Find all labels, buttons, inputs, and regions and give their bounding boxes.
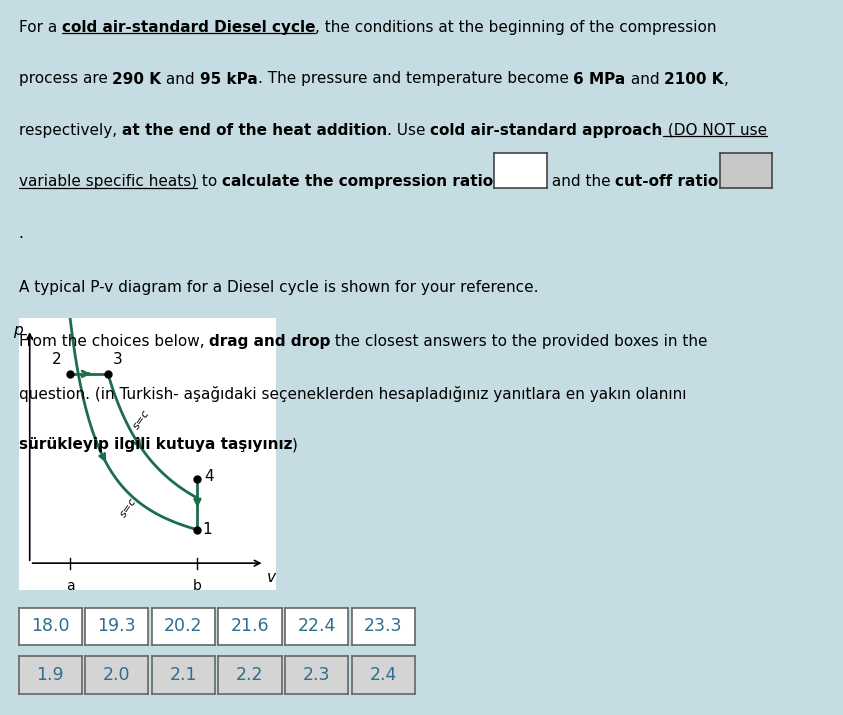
Text: 1.9: 1.9 — [36, 666, 64, 684]
Text: and: and — [161, 72, 200, 87]
Text: 20.2: 20.2 — [164, 617, 202, 636]
Text: calculate the compression ratio: calculate the compression ratio — [222, 174, 493, 189]
Text: 2.4: 2.4 — [369, 666, 397, 684]
Text: 2: 2 — [51, 352, 61, 368]
Text: 1: 1 — [201, 522, 212, 537]
Text: 22.4: 22.4 — [298, 617, 336, 636]
Text: variable specific heats): variable specific heats) — [19, 174, 196, 189]
Text: a: a — [66, 578, 74, 593]
Text: and the: and the — [546, 174, 615, 189]
Text: 23.3: 23.3 — [364, 617, 402, 636]
Text: the closest answers to the provided boxes in the: the closest answers to the provided boxe… — [330, 334, 708, 349]
Text: .: . — [19, 226, 24, 241]
Text: 3: 3 — [112, 352, 122, 368]
Text: respectively,: respectively, — [19, 123, 121, 138]
Text: process are: process are — [19, 72, 112, 87]
Text: ,: , — [723, 72, 728, 87]
Text: drag and drop: drag and drop — [209, 334, 330, 349]
Text: ): ) — [292, 437, 298, 452]
Text: . Use: . Use — [387, 123, 430, 138]
Text: 95 kPa: 95 kPa — [200, 72, 258, 87]
Text: 18.0: 18.0 — [31, 617, 69, 636]
Text: cut-off ratio: cut-off ratio — [615, 174, 718, 189]
Text: 4: 4 — [204, 469, 214, 484]
Text: and: and — [626, 72, 664, 87]
Text: 2.1: 2.1 — [169, 666, 197, 684]
Text: cold air-standard Diesel cycle: cold air-standard Diesel cycle — [62, 20, 315, 35]
Text: cold air-standard approach: cold air-standard approach — [430, 123, 663, 138]
Text: From the choices below,: From the choices below, — [19, 334, 209, 349]
Text: 19.3: 19.3 — [98, 617, 136, 636]
Text: 6 MPa: 6 MPa — [573, 72, 626, 87]
Text: v: v — [266, 570, 276, 585]
Text: p: p — [13, 322, 23, 337]
Text: 2100 K: 2100 K — [664, 72, 723, 87]
Text: to: to — [196, 174, 222, 189]
Text: 2.3: 2.3 — [303, 666, 330, 684]
Text: sürükleyip ilgili kutuya taşıyınız: sürükleyip ilgili kutuya taşıyınız — [19, 437, 292, 452]
Text: 290 K: 290 K — [112, 72, 161, 87]
Text: For a: For a — [19, 20, 62, 35]
Text: (DO NOT use: (DO NOT use — [663, 123, 766, 138]
Text: at the end of the heat addition: at the end of the heat addition — [121, 123, 387, 138]
Text: question. (in Turkish- aşağıdaki seçeneklerden hesapladığınız yanıtlara en yakın: question. (in Turkish- aşağıdaki seçenek… — [19, 385, 686, 402]
Text: s=c: s=c — [132, 408, 152, 431]
Text: A typical P-v diagram for a Diesel cycle is shown for your reference.: A typical P-v diagram for a Diesel cycle… — [19, 280, 538, 295]
Text: s=c: s=c — [118, 495, 138, 519]
Text: b: b — [193, 578, 201, 593]
Text: 2.2: 2.2 — [236, 666, 264, 684]
Text: 21.6: 21.6 — [231, 617, 269, 636]
Text: , the conditions at the beginning of the compression: , the conditions at the beginning of the… — [315, 20, 717, 35]
Text: . The pressure and temperature become: . The pressure and temperature become — [258, 72, 573, 87]
Text: 2.0: 2.0 — [103, 666, 131, 684]
